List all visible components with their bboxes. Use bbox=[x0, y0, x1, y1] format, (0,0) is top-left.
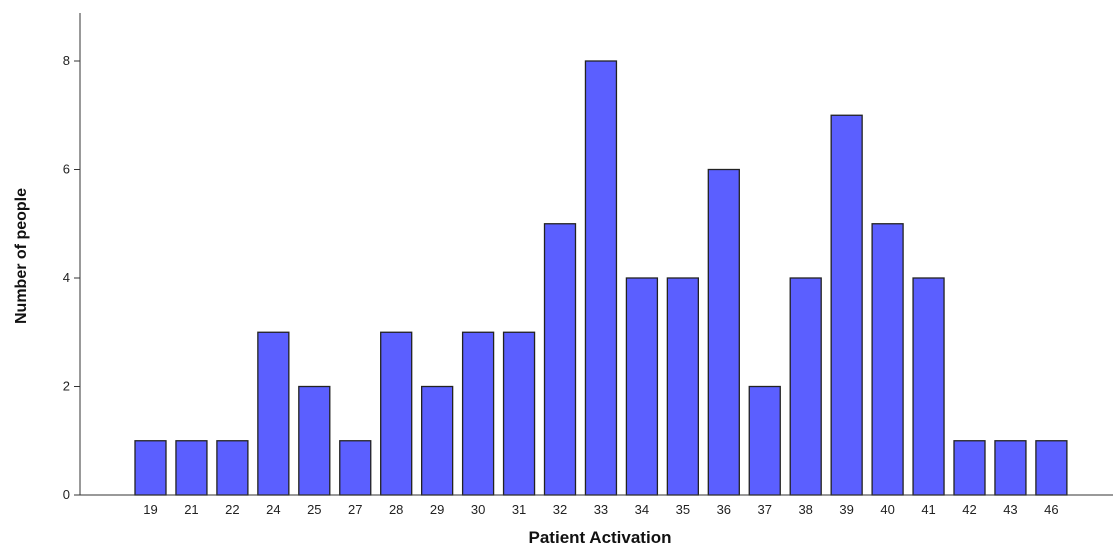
bar-25 bbox=[298, 385, 331, 496]
x-tick-label: 43 bbox=[1003, 502, 1017, 517]
bar-24 bbox=[257, 331, 290, 496]
x-tick-label: 29 bbox=[430, 502, 444, 517]
bar-46 bbox=[1035, 440, 1068, 496]
bar-28 bbox=[380, 331, 413, 496]
y-tick-label: 4 bbox=[63, 270, 70, 285]
x-tick-label: 22 bbox=[225, 502, 239, 517]
x-tick-label: 28 bbox=[389, 502, 403, 517]
x-tick-label: 37 bbox=[758, 502, 772, 517]
x-tick-label: 19 bbox=[143, 502, 157, 517]
x-tick-label: 34 bbox=[635, 502, 649, 517]
bar-34 bbox=[625, 277, 659, 496]
x-tick-label: 35 bbox=[676, 502, 690, 517]
x-tick-label: 41 bbox=[921, 502, 935, 517]
bar-41 bbox=[912, 277, 945, 496]
x-tick-label: 46 bbox=[1044, 502, 1058, 517]
bar-37 bbox=[748, 385, 781, 496]
bar-39 bbox=[830, 114, 863, 496]
x-tick-label: 21 bbox=[184, 502, 198, 517]
x-axis-title: Patient Activation bbox=[529, 528, 672, 547]
bar-29 bbox=[420, 385, 454, 496]
y-axis-title: Number of people bbox=[13, 188, 30, 324]
bar-19 bbox=[134, 440, 167, 496]
y-tick-label: 6 bbox=[63, 162, 70, 177]
bar-30 bbox=[461, 331, 495, 496]
x-tick-label: 33 bbox=[594, 502, 608, 517]
bar-22 bbox=[216, 440, 249, 496]
bar-33 bbox=[584, 60, 618, 496]
bar-35 bbox=[666, 277, 699, 496]
x-tick-label: 42 bbox=[962, 502, 976, 517]
bar-38 bbox=[789, 277, 822, 496]
x-tick-label: 27 bbox=[348, 502, 362, 517]
x-tick-label: 39 bbox=[839, 502, 853, 517]
y-axis-ticks: 0 2 4 6 8 bbox=[63, 53, 80, 502]
bar-27 bbox=[339, 440, 372, 496]
x-tick-label: 32 bbox=[553, 502, 567, 517]
x-tick-label: 24 bbox=[266, 502, 280, 517]
x-tick-label: 30 bbox=[471, 502, 485, 517]
bar-31 bbox=[502, 331, 536, 496]
x-tick-label: 38 bbox=[798, 502, 812, 517]
bar-43 bbox=[994, 440, 1027, 496]
x-axis-tick-labels: 19 21 22 24 25 27 28 29 30 31 32 33 34 35 36 37 38 39 40 41… bbox=[143, 502, 1058, 517]
bars bbox=[134, 60, 1068, 496]
bar-36 bbox=[707, 168, 740, 496]
x-tick-label: 40 bbox=[880, 502, 894, 517]
x-tick-label: 25 bbox=[307, 502, 321, 517]
y-tick-label: 2 bbox=[63, 379, 70, 394]
x-tick-label: 31 bbox=[512, 502, 526, 517]
y-tick-label: 0 bbox=[63, 487, 70, 502]
bar-21 bbox=[175, 440, 208, 496]
y-tick-label: 8 bbox=[63, 53, 70, 68]
bar-32 bbox=[543, 223, 577, 496]
bar-40 bbox=[871, 223, 904, 496]
bar-42 bbox=[953, 440, 986, 496]
x-tick-label: 36 bbox=[717, 502, 731, 517]
